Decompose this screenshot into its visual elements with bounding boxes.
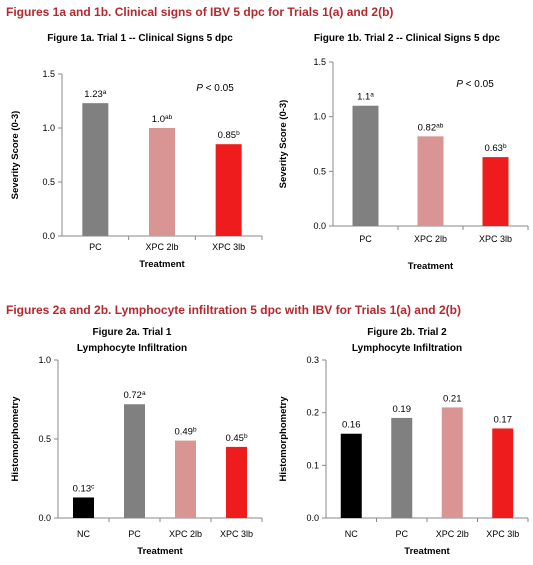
- significance-note: P < 0.05: [456, 79, 494, 90]
- chart-fig-2a: Figure 2a. Trial 1 Lymphocyte Infiltratio…: [10, 327, 263, 557]
- chart-title: Lymphocyte Infiltration: [77, 343, 187, 354]
- x-tick-label: PC: [128, 529, 141, 539]
- bar: [482, 157, 509, 226]
- data-label: 0.82ab: [418, 122, 444, 133]
- bar: [175, 440, 196, 518]
- chart-title: Figure 2a. Trial 1: [93, 327, 172, 338]
- bar: [441, 407, 463, 518]
- y-tick-label: 0.5: [38, 434, 51, 444]
- data-label: 0.45b: [225, 433, 248, 444]
- data-label: 0.13c: [73, 483, 96, 494]
- x-tick-label: NC: [345, 529, 358, 539]
- y-axis-label: Histomorphometry: [10, 396, 21, 482]
- y-tick-label: 1.0: [313, 112, 326, 122]
- y-tick-label: 0.5: [42, 177, 55, 187]
- chart-title: Figure 1a. Trial 1 -- Clinical Signs 5 d…: [47, 33, 233, 44]
- bar: [340, 433, 362, 518]
- y-tick-label: 0.0: [42, 231, 55, 241]
- y-tick-label: 0.0: [313, 221, 326, 231]
- x-tick-label: XPC 2lb: [145, 242, 178, 252]
- data-label: 0.72a: [123, 390, 146, 401]
- figures-1-heading: Figures 1a and 1b. Clinical signs of IBV…: [6, 5, 394, 19]
- bar: [124, 404, 145, 518]
- y-tick-label: 1.5: [42, 69, 55, 79]
- bar: [417, 136, 444, 226]
- data-label: 0.21: [443, 393, 462, 404]
- x-tick-label: XPC 3lb: [212, 242, 245, 252]
- data-label: 0.85b: [218, 130, 241, 141]
- x-tick-label: XPC 3lb: [479, 234, 512, 244]
- bar: [226, 446, 247, 518]
- x-tick-label: PC: [89, 242, 102, 252]
- bar: [492, 428, 514, 518]
- y-axis-label: Severity Score (0-3): [10, 111, 21, 200]
- bar: [215, 144, 242, 236]
- y-tick-label: 0.5: [313, 166, 326, 176]
- chart-fig-2b: Figure 2b. Trial 2 Lymphocyte Infiltratio…: [278, 327, 529, 557]
- y-tick-label: 1.5: [313, 57, 326, 67]
- data-label: 1.0ab: [152, 114, 173, 125]
- x-axis-label: Treatment: [404, 546, 450, 557]
- x-tick-label: XPC 3lb: [486, 529, 519, 539]
- y-tick-label: 0.1: [306, 460, 319, 470]
- y-tick-label: 0.2: [306, 408, 319, 418]
- y-tick-label: 0.0: [306, 513, 319, 523]
- y-tick-label: 1.0: [38, 355, 51, 365]
- x-tick-label: PC: [395, 529, 408, 539]
- y-tick-label: 0.3: [306, 355, 319, 365]
- bar: [149, 128, 175, 236]
- bar: [82, 103, 109, 236]
- x-tick-label: XPC 2lb: [436, 529, 469, 539]
- chart-fig-1b: Figure 1b. Trial 2 -- Clinical Signs 5 d…: [278, 33, 529, 272]
- bar: [391, 417, 413, 518]
- x-tick-label: XPC 2lb: [169, 529, 202, 539]
- chart-title: Figure 1b. Trial 2 -- Clinical Signs 5 d…: [314, 33, 501, 44]
- x-axis-label: Treatment: [408, 261, 454, 272]
- y-tick-label: 0.0: [38, 513, 51, 523]
- x-axis-label: Treatment: [139, 259, 185, 270]
- chart-title: Figure 2b. Trial 2: [367, 327, 447, 338]
- chart-title: Lymphocyte Infiltration: [352, 343, 462, 354]
- data-label: 0.16: [342, 420, 361, 431]
- x-tick-label: XPC 2lb: [414, 234, 447, 244]
- figures-2-heading: Figures 2a and 2b. Lymphocyte infiltrati…: [6, 303, 461, 317]
- data-label: 0.17: [494, 414, 513, 425]
- x-tick-label: NC: [77, 529, 90, 539]
- x-tick-label: PC: [359, 234, 372, 244]
- chart-fig-1a: Figure 1a. Trial 1 -- Clinical Signs 5 d…: [10, 33, 263, 270]
- bar: [73, 497, 94, 518]
- y-axis-label: Histomorphometry: [278, 396, 289, 482]
- data-label: 0.49b: [174, 427, 197, 438]
- significance-note: P < 0.05: [196, 83, 234, 94]
- y-tick-label: 1.0: [42, 123, 55, 133]
- data-label: 1.23a: [84, 89, 107, 100]
- x-axis-label: Treatment: [137, 546, 183, 557]
- data-label: 1.1a: [357, 92, 374, 103]
- y-axis-label: Severity Score (0-3): [278, 100, 289, 189]
- bar: [352, 105, 379, 226]
- data-label: 0.19: [393, 404, 412, 415]
- data-label: 0.63b: [484, 143, 507, 154]
- x-tick-label: XPC 3lb: [220, 529, 253, 539]
